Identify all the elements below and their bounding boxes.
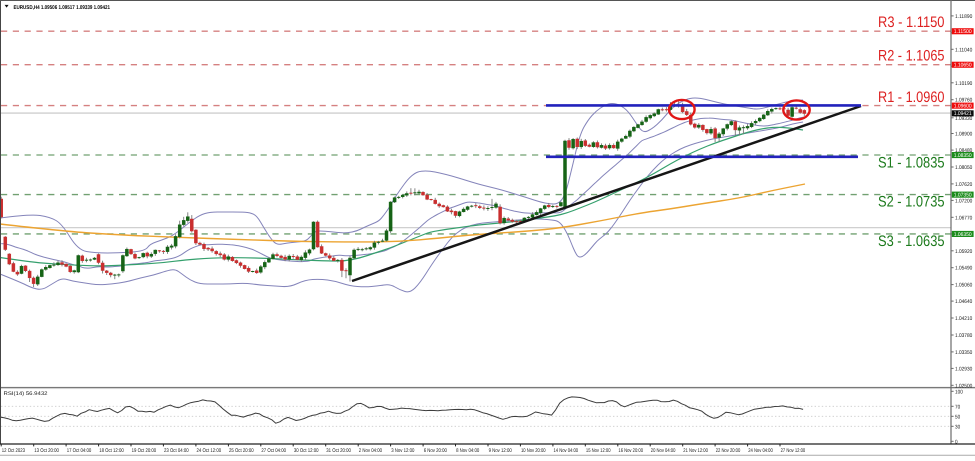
svg-text:0: 0: [955, 439, 958, 445]
svg-text:1.10650: 1.10650: [954, 63, 972, 69]
svg-text:1.07620: 1.07620: [955, 182, 972, 188]
svg-text:27 Nov 12:00: 27 Nov 12:00: [781, 448, 806, 454]
svg-text:17 Oct 04:00: 17 Oct 04:00: [67, 448, 92, 454]
svg-text:10 Nov 20:00: 10 Nov 20:00: [521, 448, 546, 454]
svg-text:1.07200: 1.07200: [955, 198, 972, 204]
svg-text:1.09600: 1.09600: [954, 104, 972, 110]
svg-text:1.09421: 1.09421: [954, 111, 972, 117]
svg-text:16 Nov 20:00: 16 Nov 20:00: [618, 448, 643, 454]
svg-text:1.02930: 1.02930: [955, 366, 972, 372]
svg-text:13 Oct 20:00: 13 Oct 20:00: [34, 448, 59, 454]
svg-text:6 Nov 20:00: 6 Nov 20:00: [424, 448, 447, 454]
svg-text:1.11890: 1.11890: [955, 14, 972, 20]
svg-text:S1 - 1.0835: S1 - 1.0835: [878, 154, 945, 171]
svg-text:27 Oct 04:00: 27 Oct 04:00: [261, 448, 286, 454]
svg-text:24 Nov 04:00: 24 Nov 04:00: [748, 448, 773, 454]
svg-text:1.08900: 1.08900: [955, 132, 972, 138]
svg-text:31 Oct 20:00: 31 Oct 20:00: [326, 448, 351, 454]
svg-text:21 Nov 12:00: 21 Nov 12:00: [683, 448, 708, 454]
svg-text:1.06350: 1.06350: [954, 232, 972, 238]
svg-text:22 Nov 20:00: 22 Nov 20:00: [716, 448, 741, 454]
svg-text:18 Oct 12:00: 18 Oct 12:00: [99, 448, 124, 454]
svg-text:9 Nov 12:00: 9 Nov 12:00: [489, 448, 512, 454]
svg-text:1.05490: 1.05490: [955, 266, 972, 272]
svg-text:19 Oct 20:00: 19 Oct 20:00: [132, 448, 157, 454]
svg-text:1.09760: 1.09760: [955, 98, 972, 104]
svg-text:R1 - 1.0960: R1 - 1.0960: [878, 89, 945, 106]
svg-text:3 Nov 12:00: 3 Nov 12:00: [391, 448, 414, 454]
svg-text:14 Nov 04:00: 14 Nov 04:00: [554, 448, 579, 454]
svg-text:EURUSD,H4 1.09506 1.09517 1.0: EURUSD,H4 1.09506 1.09517 1.09339 1.0942…: [14, 5, 111, 11]
svg-text:1.03780: 1.03780: [955, 333, 972, 339]
svg-text:1.10190: 1.10190: [955, 81, 972, 87]
svg-text:70: 70: [955, 404, 960, 410]
svg-text:1.08480: 1.08480: [955, 148, 972, 154]
svg-text:23 Oct 04:00: 23 Oct 04:00: [164, 448, 189, 454]
svg-text:50: 50: [955, 414, 960, 420]
svg-text:R2 - 1.1065: R2 - 1.1065: [878, 48, 945, 65]
svg-text:1.05920: 1.05920: [955, 249, 972, 255]
svg-text:1.08350: 1.08350: [954, 153, 972, 159]
svg-text:1.06770: 1.06770: [955, 215, 972, 221]
svg-text:30 Oct 12:00: 30 Oct 12:00: [294, 448, 319, 454]
svg-text:1.08050: 1.08050: [955, 165, 972, 171]
svg-text:1.07350: 1.07350: [954, 193, 972, 199]
svg-text:20 Nov 04:00: 20 Nov 04:00: [651, 448, 676, 454]
svg-text:R3 - 1.1150: R3 - 1.1150: [878, 14, 945, 31]
svg-text:1.05060: 1.05060: [955, 283, 972, 289]
svg-text:24 Oct 12:00: 24 Oct 12:00: [197, 448, 222, 454]
svg-text:1.11040: 1.11040: [955, 47, 972, 53]
svg-text:1.09330: 1.09330: [955, 116, 972, 122]
svg-text:1.03350: 1.03350: [955, 350, 972, 356]
svg-text:25 Oct 20:00: 25 Oct 20:00: [229, 448, 254, 454]
svg-text:1.11500: 1.11500: [954, 29, 972, 35]
svg-text:1.04210: 1.04210: [955, 316, 972, 322]
svg-text:2 Nov 04:00: 2 Nov 04:00: [359, 448, 382, 454]
svg-text:8 Nov 04:00: 8 Nov 04:00: [456, 448, 479, 454]
svg-text:100: 100: [955, 389, 963, 395]
svg-text:S3 - 1.0635: S3 - 1.0635: [878, 233, 945, 250]
svg-text:15 Nov 12:00: 15 Nov 12:00: [586, 448, 611, 454]
svg-text:1.04640: 1.04640: [955, 299, 972, 305]
svg-text:1.02500: 1.02500: [955, 383, 972, 389]
svg-text:30: 30: [955, 424, 960, 430]
svg-text:S2 - 1.0735: S2 - 1.0735: [878, 194, 945, 211]
svg-text:RSI(14) 56.9432: RSI(14) 56.9432: [4, 391, 48, 397]
svg-text:12 Oct 2023: 12 Oct 2023: [2, 448, 25, 454]
